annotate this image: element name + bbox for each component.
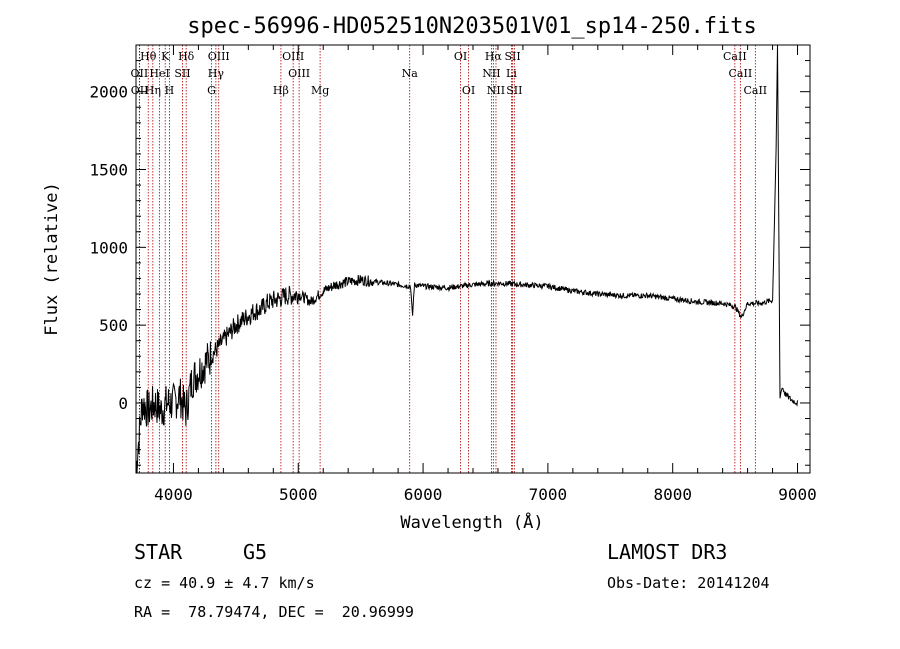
- line-label-4: OIII: [282, 50, 304, 63]
- line-label-16: CaII: [729, 67, 753, 80]
- line-label-3: OIII: [208, 50, 230, 63]
- spectrum-chart: spec-56996-HD052510N203501V01_sp14-250.f…: [42, 14, 817, 533]
- plot-frame: [135, 44, 811, 474]
- line-label-23: Na: [402, 67, 419, 80]
- emission-line-markers: [138, 45, 756, 473]
- line-label-6: Hα: [485, 50, 503, 63]
- object-subclass: G5: [243, 540, 268, 564]
- line-label-25: NII: [487, 84, 505, 97]
- spectrum-line: [135, 44, 798, 474]
- line-label-18: Hη: [145, 84, 161, 97]
- x-tick-label: 6000: [404, 485, 443, 504]
- line-label-11: SII: [174, 67, 190, 80]
- y-tick-label: 2000: [89, 83, 128, 102]
- x-tick-label: 4000: [154, 485, 193, 504]
- coordinates: RA = 78.79474, DEC = 20.96999: [134, 603, 414, 621]
- line-label-17: OII: [131, 84, 149, 97]
- y-axis-label: Flux (relative): [42, 182, 62, 336]
- line-label-21: Hβ: [273, 84, 289, 97]
- line-label-13: OIII: [288, 67, 310, 80]
- x-axis-ticks: 4000 5000 6000 7000 8000 9000: [154, 45, 817, 504]
- line-label-5: OI: [454, 50, 467, 63]
- y-axis-ticks: 0 500 1000 1500 2000: [89, 60, 810, 466]
- chart-title: spec-56996-HD052510N203501V01_sp14-250.f…: [187, 14, 757, 39]
- line-label-27: CaII: [743, 84, 767, 97]
- line-label-9: OII: [131, 67, 149, 80]
- obs-date: Obs-Date: 20141204: [607, 574, 770, 592]
- y-tick-label: 1000: [89, 238, 128, 257]
- line-label-8: CaII: [723, 50, 747, 63]
- survey-name: LAMOST DR3: [607, 540, 728, 564]
- line-label-14: NII: [482, 67, 500, 80]
- line-label-22: Mg: [311, 84, 329, 97]
- line-label-15: Li: [506, 67, 517, 80]
- x-tick-label: 7000: [529, 485, 568, 504]
- y-tick-label: 0: [118, 394, 128, 413]
- x-tick-label: 8000: [653, 485, 692, 504]
- line-label-19: H: [165, 84, 175, 97]
- line-label-0: Hθ: [140, 50, 157, 63]
- y-tick-label: 500: [99, 316, 128, 335]
- x-axis-label: Wavelength (Å): [400, 511, 543, 533]
- line-label-1: K: [161, 50, 170, 63]
- line-label-2: Hδ: [178, 50, 195, 63]
- object-class: STAR: [134, 540, 183, 564]
- line-label-20: G: [207, 84, 216, 97]
- line-label-24: OI: [462, 84, 475, 97]
- x-tick-label: 5000: [279, 485, 318, 504]
- redshift-value: cz = 40.9 ± 4.7 km/s: [134, 574, 315, 592]
- y-tick-label: 1500: [89, 161, 128, 180]
- line-label-7: SII: [504, 50, 520, 63]
- x-tick-label: 9000: [778, 485, 817, 504]
- line-label-26: SII: [506, 84, 522, 97]
- line-label-12: Hγ: [208, 67, 225, 80]
- line-label-10: HeI: [149, 67, 169, 80]
